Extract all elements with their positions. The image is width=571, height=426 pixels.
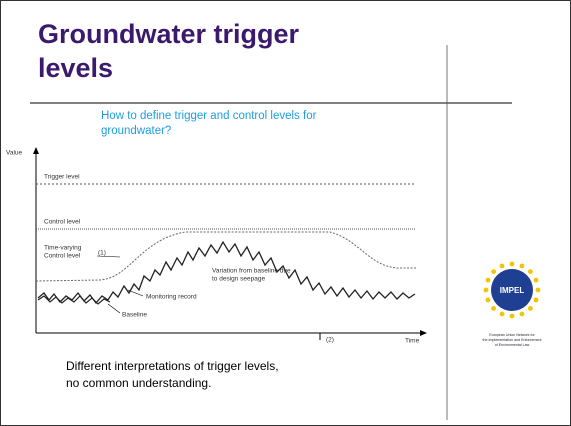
variation-label: to design seepage bbox=[212, 276, 266, 283]
pointer bbox=[96, 255, 121, 258]
logo-star bbox=[509, 313, 515, 319]
title-line: levels bbox=[38, 53, 113, 83]
logo-star bbox=[533, 277, 539, 283]
monitoring-label: Monitoring record bbox=[146, 294, 197, 301]
title-line: Groundwater trigger bbox=[38, 19, 300, 49]
footer-line: Different interpretations of trigger lev… bbox=[66, 359, 279, 373]
time-varying-curve bbox=[35, 231, 416, 282]
pointer bbox=[127, 289, 144, 297]
variation-label: Variation from baseline due bbox=[212, 268, 291, 275]
logo-star bbox=[519, 311, 525, 317]
y-axis-label: Value bbox=[6, 150, 23, 157]
logo-star bbox=[509, 261, 515, 267]
logo-star bbox=[485, 297, 491, 303]
x-axis-label: Time bbox=[405, 338, 420, 345]
logo-star bbox=[485, 277, 491, 283]
time-varying-label: Control level bbox=[44, 253, 81, 260]
footer-line: no common understanding. bbox=[66, 376, 211, 390]
pointer bbox=[107, 303, 121, 314]
control-label: Control level bbox=[44, 219, 81, 226]
marker-label: (1) bbox=[98, 250, 106, 257]
logo-caption: European Union Network for bbox=[489, 333, 535, 337]
logo-star bbox=[527, 305, 533, 311]
logo-star bbox=[499, 263, 505, 269]
diagram: Value Time Trigger level Control level T… bbox=[6, 147, 427, 345]
logo-caption: of Environmental Law bbox=[495, 343, 530, 347]
marker-label: (2) bbox=[326, 337, 334, 344]
subtitle-line: How to define trigger and control levels… bbox=[101, 110, 317, 122]
logo-star bbox=[499, 311, 505, 317]
logo-caption: the Implementation and Enforcement bbox=[483, 338, 542, 342]
logo-star bbox=[491, 305, 497, 311]
trigger-label: Trigger level bbox=[44, 174, 80, 181]
logo-name: IMPEL bbox=[500, 286, 525, 295]
time-varying-label: Time-varying bbox=[44, 245, 82, 252]
logo-stars bbox=[483, 261, 541, 319]
subtitle-line: groundwater? bbox=[101, 125, 171, 137]
logo-star bbox=[533, 297, 539, 303]
arrow-head bbox=[420, 330, 427, 336]
logo-star bbox=[483, 287, 489, 293]
logo-star bbox=[535, 287, 541, 293]
logo-star bbox=[527, 269, 533, 275]
logo-disc bbox=[491, 269, 533, 311]
arrow-head bbox=[33, 147, 39, 154]
logo: IMPEL European Union Network for the Imp… bbox=[483, 261, 542, 347]
baseline-label: Baseline bbox=[122, 312, 147, 319]
monitoring-curve bbox=[37, 240, 416, 305]
logo-star bbox=[519, 263, 525, 269]
logo-star bbox=[491, 269, 497, 275]
baseline-curve bbox=[37, 295, 111, 305]
